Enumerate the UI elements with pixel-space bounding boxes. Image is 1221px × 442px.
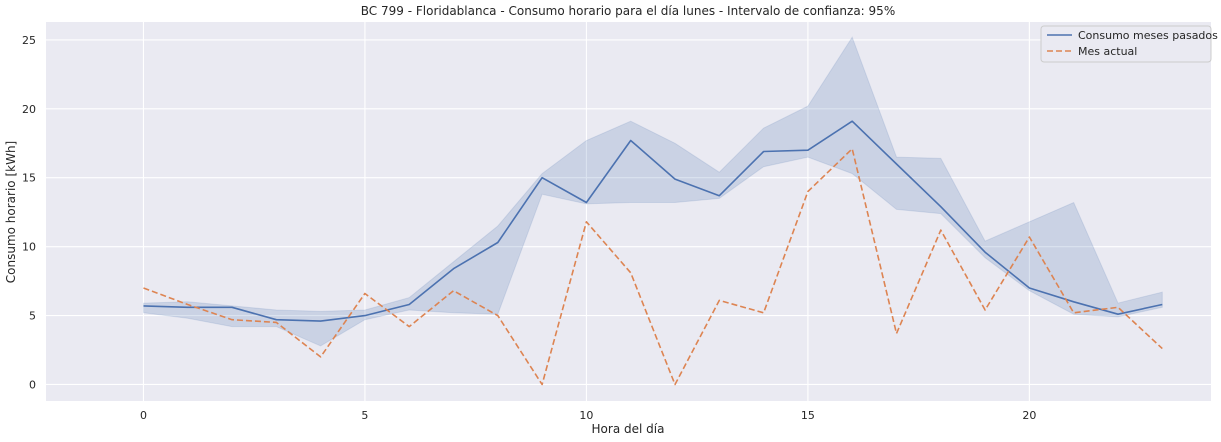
x-axis-label: Hora del día: [592, 422, 665, 436]
confidence-bands: [143, 36, 1163, 347]
x-tick-label: 15: [801, 409, 815, 422]
y-tick-label: 15: [22, 172, 36, 185]
y-axis-label: Consumo horario [kWh]: [4, 141, 18, 283]
y-tick-labels: 0 5 10 15 20 25: [22, 34, 36, 392]
x-tick-label: 0: [140, 409, 147, 422]
legend-label-mes-actual: Mes actual: [1078, 45, 1137, 58]
series-line-mes-actual: [143, 148, 1163, 386]
series-line-consumo-meses-pasados: [143, 120, 1163, 322]
y-tick-label: 20: [22, 103, 36, 116]
ci-band-consumo-meses-pasados: [143, 36, 1163, 347]
legend: Consumo meses pasados Mes actual: [1040, 25, 1218, 63]
x-tick-label: 20: [1022, 409, 1036, 422]
grid-lines: [46, 22, 1211, 401]
legend-label-consumo-meses-pasados: Consumo meses pasados: [1078, 29, 1218, 42]
legend-box: [1040, 25, 1212, 63]
chart-title: BC 799 - Floridablanca - Consumo horario…: [361, 4, 895, 18]
y-tick-label: 10: [22, 241, 36, 254]
series-lines: [143, 120, 1163, 386]
y-tick-label: 5: [29, 310, 36, 323]
y-tick-label: 25: [22, 34, 36, 47]
x-tick-labels: 0 5 10 15 20: [140, 409, 1036, 422]
x-tick-label: 5: [361, 409, 368, 422]
x-tick-label: 10: [579, 409, 593, 422]
y-tick-label: 0: [29, 378, 36, 391]
plot-area: [46, 22, 1211, 401]
